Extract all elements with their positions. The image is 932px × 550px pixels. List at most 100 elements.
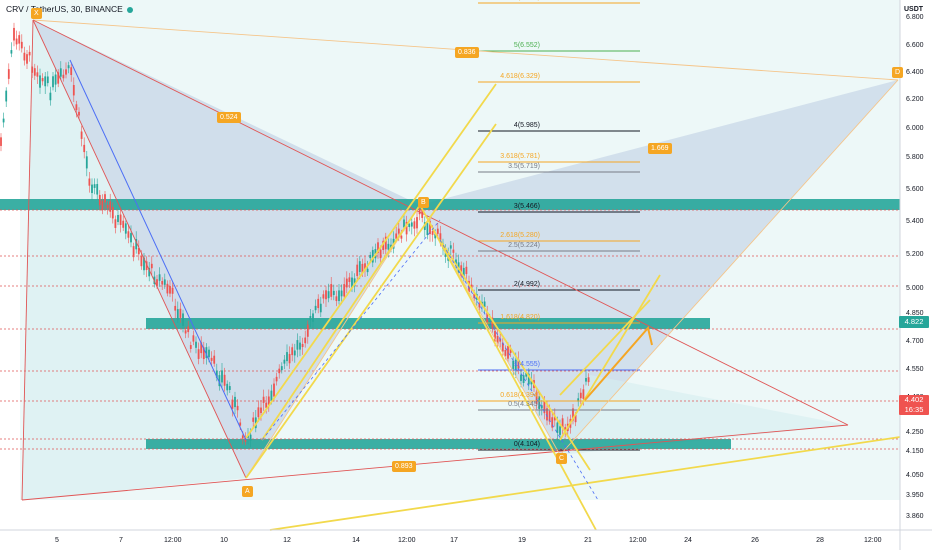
- symbol-header[interactable]: CRV / TetherUS, 30, BINANCE: [6, 4, 133, 14]
- candle-body: [574, 414, 577, 423]
- channel-line: [559, 299, 651, 396]
- fib-level-label: 0.618(4.394): [500, 392, 540, 399]
- candle-body: [369, 254, 372, 259]
- candle-body: [15, 38, 18, 45]
- candle-body: [72, 85, 75, 96]
- candle-body: [10, 50, 13, 54]
- candle-body: [182, 313, 184, 326]
- candle-body: [36, 72, 39, 77]
- candle-body: [70, 67, 73, 76]
- currency-label: USDT: [904, 6, 924, 13]
- ratio-xd-label[interactable]: 0.836: [455, 47, 479, 58]
- point-x-label[interactable]: X: [31, 8, 42, 19]
- candle-body: [122, 220, 125, 228]
- candle-body: [400, 235, 403, 239]
- candle-body: [397, 228, 400, 234]
- candle-body: [158, 274, 161, 281]
- candle-body: [296, 340, 299, 350]
- candle-body: [267, 396, 270, 406]
- candle-body: [202, 347, 205, 360]
- candle-body: [156, 279, 158, 286]
- candle-body: [470, 284, 473, 289]
- candle-body: [426, 223, 429, 236]
- candle-body: [96, 184, 99, 195]
- fib-level-label: 1.618(4.820): [500, 314, 540, 321]
- candle-body: [551, 417, 554, 428]
- xab-triangle: [33, 20, 420, 478]
- candle-body: [2, 118, 5, 123]
- ratio-bd-label[interactable]: 1.669: [648, 143, 672, 154]
- candle-body: [527, 373, 530, 385]
- ratio-ac-label[interactable]: 0.893: [392, 461, 416, 472]
- candle-body: [387, 243, 390, 250]
- candle-body: [260, 407, 262, 414]
- candle-body: [176, 309, 179, 320]
- candle-body: [85, 156, 88, 169]
- candle-body: [286, 352, 288, 362]
- resistance-zone: [0, 199, 900, 210]
- candle-body: [504, 350, 507, 356]
- candle-body: [137, 248, 140, 255]
- candle-body: [20, 41, 23, 49]
- ratio-xb-label[interactable]: 0.524: [217, 112, 241, 123]
- fib-level-label: 3.618(5.781): [500, 153, 540, 160]
- price-tick-label: 5.800: [906, 154, 924, 161]
- candle-body: [0, 137, 2, 146]
- point-b-label[interactable]: B: [418, 197, 429, 208]
- candle-body: [52, 76, 54, 88]
- symbol-title[interactable]: CRV / TetherUS, 30, BINANCE: [6, 4, 123, 14]
- price-tick-label: 3.950: [906, 492, 924, 499]
- candle-body: [543, 401, 546, 414]
- candle-body: [379, 249, 382, 259]
- candle-body: [166, 283, 169, 294]
- candle-body: [49, 92, 52, 101]
- price-tick-label: 4.850: [906, 310, 924, 317]
- candle-body: [205, 347, 208, 358]
- pattern-leg: [21, 19, 34, 501]
- candle-body: [465, 266, 468, 274]
- current-price-badge: 4.402 16:35: [899, 395, 929, 415]
- candle-body: [429, 221, 431, 235]
- point-a-label[interactable]: A: [242, 486, 253, 497]
- fib-level-label: 0(4.104): [513, 441, 540, 448]
- price-tick-label: 4.150: [906, 448, 924, 455]
- candle-body: [314, 305, 317, 311]
- candle-body: [249, 434, 252, 441]
- time-tick-label: 7: [119, 537, 123, 544]
- candle-body: [189, 345, 192, 349]
- candle-body: [353, 278, 356, 287]
- candle-body: [317, 298, 320, 309]
- fib-level-label: 5(6.552): [513, 42, 540, 49]
- price-tick-label: 5.200: [906, 251, 924, 258]
- channel-line: [245, 123, 497, 479]
- candle-body: [262, 396, 265, 403]
- candle-body: [187, 326, 190, 333]
- candle-body: [520, 374, 522, 381]
- candlestick-series: [0, 22, 590, 448]
- candle-body: [546, 408, 548, 421]
- candle-body: [169, 286, 171, 294]
- pattern-base-line: [21, 424, 849, 501]
- point-d-label[interactable]: D: [892, 67, 904, 78]
- pattern-leg-xa: [32, 19, 247, 479]
- candle-body: [455, 259, 457, 266]
- support-zone: [146, 439, 731, 449]
- candle-body: [280, 366, 283, 371]
- time-tick-label: 12:00: [629, 537, 647, 544]
- left-wedge: [22, 20, 246, 500]
- fib-level-label: 2.618(5.280): [500, 232, 540, 239]
- candle-body: [130, 233, 132, 243]
- candle-body: [106, 204, 109, 209]
- price-tick-label: 5.600: [906, 186, 924, 193]
- point-c-label[interactable]: C: [556, 453, 568, 464]
- time-tick-label: 10: [220, 537, 228, 544]
- projection-arrow: [584, 325, 653, 401]
- candle-body: [163, 279, 166, 285]
- candle-body: [104, 194, 106, 203]
- price-tick-label: 6.600: [906, 42, 924, 49]
- candle-body: [218, 375, 221, 387]
- candle-body: [252, 417, 255, 422]
- candle-body: [135, 239, 138, 250]
